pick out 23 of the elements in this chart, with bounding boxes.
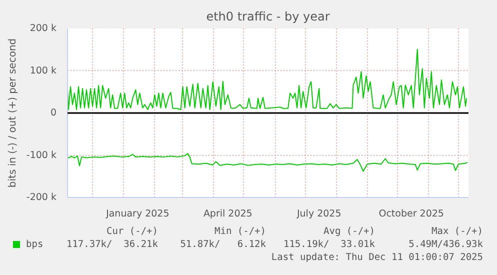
legend-label: bps [26, 238, 44, 252]
text: Avg (-/+) [324, 225, 375, 239]
line-series [68, 153, 468, 172]
text: Min (-/+) [214, 225, 266, 239]
y-axis-title: bits in (-) / out (+) per second [7, 38, 18, 188]
text: 5.49M/436.93k [408, 238, 483, 252]
y-tick-label: 0 [50, 108, 57, 118]
text: 51.87k/ 6.12k [180, 238, 266, 252]
x-tick-label: October 2025 [378, 208, 444, 220]
text: Max (-/+) [432, 225, 483, 239]
x-tick-label: January 2025 [105, 208, 170, 220]
y-tick-label: -200 k [26, 192, 57, 203]
y-tick-label: 100 k [30, 65, 57, 76]
text: 117.37k/ 36.21k [66, 238, 158, 252]
y-tick-label: -100 k [26, 150, 57, 161]
y-tick-label: 200 k [30, 23, 57, 34]
x-tick-label: July 2025 [296, 208, 342, 220]
x-tick-label: April 2025 [203, 208, 252, 220]
text: Cur (-/+) [106, 225, 158, 239]
text: Last update: Thu Dec 11 01:00:07 2025 [271, 251, 483, 265]
text: 115.19k/ 33.01k [283, 238, 375, 252]
line-series [68, 48, 467, 110]
chart-title: eth0 traffic - by year [206, 10, 330, 24]
